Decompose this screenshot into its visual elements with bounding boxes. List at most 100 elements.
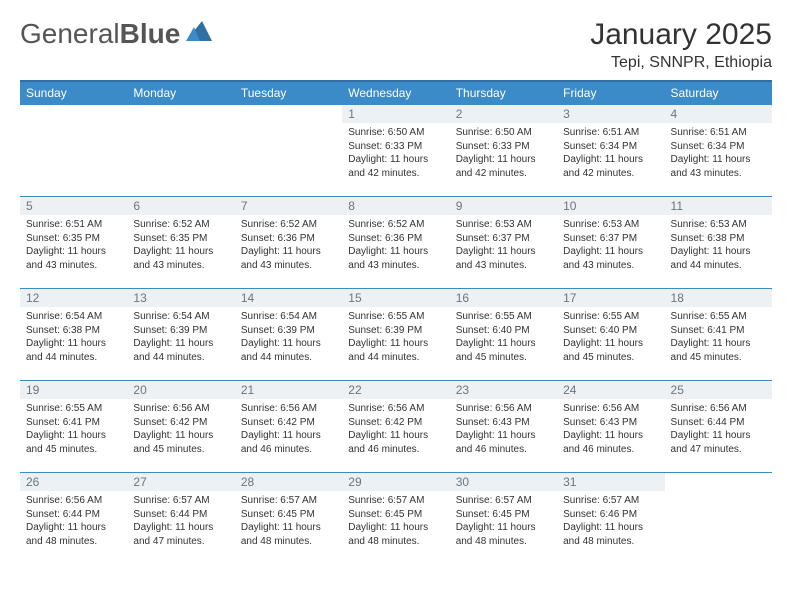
calendar-cell: 25Sunrise: 6:56 AMSunset: 6:44 PMDayligh… [665, 381, 772, 473]
calendar-cell: 4Sunrise: 6:51 AMSunset: 6:34 PMDaylight… [665, 105, 772, 197]
day-number: 11 [665, 197, 772, 215]
brand-logo: GeneralBlue [20, 18, 214, 50]
day-details: Sunrise: 6:57 AMSunset: 6:46 PMDaylight:… [557, 491, 664, 552]
day-number: 16 [450, 289, 557, 307]
day-details: Sunrise: 6:52 AMSunset: 6:36 PMDaylight:… [342, 215, 449, 276]
calendar-cell: 8Sunrise: 6:52 AMSunset: 6:36 PMDaylight… [342, 197, 449, 289]
day-details: Sunrise: 6:56 AMSunset: 6:42 PMDaylight:… [235, 399, 342, 460]
calendar-cell-empty [235, 105, 342, 197]
day-details: Sunrise: 6:56 AMSunset: 6:43 PMDaylight:… [450, 399, 557, 460]
calendar-cell: 16Sunrise: 6:55 AMSunset: 6:40 PMDayligh… [450, 289, 557, 381]
calendar-cell: 10Sunrise: 6:53 AMSunset: 6:37 PMDayligh… [557, 197, 664, 289]
day-number: 14 [235, 289, 342, 307]
day-number: 6 [127, 197, 234, 215]
calendar-cell: 27Sunrise: 6:57 AMSunset: 6:44 PMDayligh… [127, 473, 234, 565]
day-number: 19 [20, 381, 127, 399]
day-number: 20 [127, 381, 234, 399]
location: Tepi, SNNPR, Ethiopia [590, 54, 772, 72]
calendar-row: 5Sunrise: 6:51 AMSunset: 6:35 PMDaylight… [20, 197, 772, 289]
calendar-cell: 31Sunrise: 6:57 AMSunset: 6:46 PMDayligh… [557, 473, 664, 565]
day-details: Sunrise: 6:54 AMSunset: 6:39 PMDaylight:… [127, 307, 234, 368]
day-details: Sunrise: 6:56 AMSunset: 6:42 PMDaylight:… [127, 399, 234, 460]
day-number: 5 [20, 197, 127, 215]
calendar-cell: 11Sunrise: 6:53 AMSunset: 6:38 PMDayligh… [665, 197, 772, 289]
day-number: 25 [665, 381, 772, 399]
day-details: Sunrise: 6:55 AMSunset: 6:40 PMDaylight:… [557, 307, 664, 368]
calendar-row: 19Sunrise: 6:55 AMSunset: 6:41 PMDayligh… [20, 381, 772, 473]
weekday-header: Thursday [450, 81, 557, 105]
day-number: 4 [665, 105, 772, 123]
calendar-header-row: SundayMondayTuesdayWednesdayThursdayFrid… [20, 81, 772, 105]
calendar-cell: 24Sunrise: 6:56 AMSunset: 6:43 PMDayligh… [557, 381, 664, 473]
calendar-cell-empty [127, 105, 234, 197]
calendar-cell: 5Sunrise: 6:51 AMSunset: 6:35 PMDaylight… [20, 197, 127, 289]
day-details: Sunrise: 6:55 AMSunset: 6:39 PMDaylight:… [342, 307, 449, 368]
calendar-cell: 2Sunrise: 6:50 AMSunset: 6:33 PMDaylight… [450, 105, 557, 197]
day-number: 24 [557, 381, 664, 399]
day-number: 8 [342, 197, 449, 215]
calendar-table: SundayMondayTuesdayWednesdayThursdayFrid… [20, 80, 772, 565]
day-number: 31 [557, 473, 664, 491]
day-number: 18 [665, 289, 772, 307]
calendar-cell: 23Sunrise: 6:56 AMSunset: 6:43 PMDayligh… [450, 381, 557, 473]
calendar-cell: 22Sunrise: 6:56 AMSunset: 6:42 PMDayligh… [342, 381, 449, 473]
day-details: Sunrise: 6:56 AMSunset: 6:44 PMDaylight:… [665, 399, 772, 460]
day-number: 28 [235, 473, 342, 491]
calendar-cell: 18Sunrise: 6:55 AMSunset: 6:41 PMDayligh… [665, 289, 772, 381]
day-details: Sunrise: 6:51 AMSunset: 6:34 PMDaylight:… [665, 123, 772, 184]
day-number: 15 [342, 289, 449, 307]
brand-part2: Blue [120, 18, 181, 50]
day-number: 3 [557, 105, 664, 123]
weekday-header: Friday [557, 81, 664, 105]
day-details: Sunrise: 6:53 AMSunset: 6:38 PMDaylight:… [665, 215, 772, 276]
day-number: 2 [450, 105, 557, 123]
day-details: Sunrise: 6:54 AMSunset: 6:38 PMDaylight:… [20, 307, 127, 368]
day-number: 7 [235, 197, 342, 215]
day-details: Sunrise: 6:53 AMSunset: 6:37 PMDaylight:… [450, 215, 557, 276]
day-details: Sunrise: 6:57 AMSunset: 6:45 PMDaylight:… [450, 491, 557, 552]
day-number: 12 [20, 289, 127, 307]
day-details: Sunrise: 6:55 AMSunset: 6:41 PMDaylight:… [20, 399, 127, 460]
calendar-cell: 17Sunrise: 6:55 AMSunset: 6:40 PMDayligh… [557, 289, 664, 381]
day-details: Sunrise: 6:52 AMSunset: 6:35 PMDaylight:… [127, 215, 234, 276]
day-number: 13 [127, 289, 234, 307]
day-number: 1 [342, 105, 449, 123]
calendar-cell: 14Sunrise: 6:54 AMSunset: 6:39 PMDayligh… [235, 289, 342, 381]
calendar-row: 26Sunrise: 6:56 AMSunset: 6:44 PMDayligh… [20, 473, 772, 565]
day-details: Sunrise: 6:51 AMSunset: 6:35 PMDaylight:… [20, 215, 127, 276]
title-block: January 2025 Tepi, SNNPR, Ethiopia [590, 18, 772, 72]
day-details: Sunrise: 6:57 AMSunset: 6:45 PMDaylight:… [235, 491, 342, 552]
day-number: 9 [450, 197, 557, 215]
day-details: Sunrise: 6:57 AMSunset: 6:45 PMDaylight:… [342, 491, 449, 552]
calendar-cell: 13Sunrise: 6:54 AMSunset: 6:39 PMDayligh… [127, 289, 234, 381]
weekday-header: Monday [127, 81, 234, 105]
day-number: 29 [342, 473, 449, 491]
calendar-cell: 3Sunrise: 6:51 AMSunset: 6:34 PMDaylight… [557, 105, 664, 197]
day-details: Sunrise: 6:51 AMSunset: 6:34 PMDaylight:… [557, 123, 664, 184]
day-number: 21 [235, 381, 342, 399]
day-details: Sunrise: 6:56 AMSunset: 6:44 PMDaylight:… [20, 491, 127, 552]
header: GeneralBlue January 2025 Tepi, SNNPR, Et… [20, 18, 772, 72]
calendar-cell-empty [20, 105, 127, 197]
weekday-header: Wednesday [342, 81, 449, 105]
day-details: Sunrise: 6:50 AMSunset: 6:33 PMDaylight:… [450, 123, 557, 184]
calendar-cell: 29Sunrise: 6:57 AMSunset: 6:45 PMDayligh… [342, 473, 449, 565]
day-number: 23 [450, 381, 557, 399]
day-details: Sunrise: 6:55 AMSunset: 6:40 PMDaylight:… [450, 307, 557, 368]
calendar-cell: 21Sunrise: 6:56 AMSunset: 6:42 PMDayligh… [235, 381, 342, 473]
day-number: 26 [20, 473, 127, 491]
day-details: Sunrise: 6:53 AMSunset: 6:37 PMDaylight:… [557, 215, 664, 276]
calendar-cell: 30Sunrise: 6:57 AMSunset: 6:45 PMDayligh… [450, 473, 557, 565]
day-details: Sunrise: 6:52 AMSunset: 6:36 PMDaylight:… [235, 215, 342, 276]
weekday-header: Tuesday [235, 81, 342, 105]
calendar-cell: 1Sunrise: 6:50 AMSunset: 6:33 PMDaylight… [342, 105, 449, 197]
day-number: 30 [450, 473, 557, 491]
calendar-cell: 28Sunrise: 6:57 AMSunset: 6:45 PMDayligh… [235, 473, 342, 565]
weekday-header: Saturday [665, 81, 772, 105]
calendar-cell-empty [665, 473, 772, 565]
day-number: 27 [127, 473, 234, 491]
day-number: 10 [557, 197, 664, 215]
calendar-cell: 9Sunrise: 6:53 AMSunset: 6:37 PMDaylight… [450, 197, 557, 289]
calendar-cell: 7Sunrise: 6:52 AMSunset: 6:36 PMDaylight… [235, 197, 342, 289]
calendar-cell: 20Sunrise: 6:56 AMSunset: 6:42 PMDayligh… [127, 381, 234, 473]
